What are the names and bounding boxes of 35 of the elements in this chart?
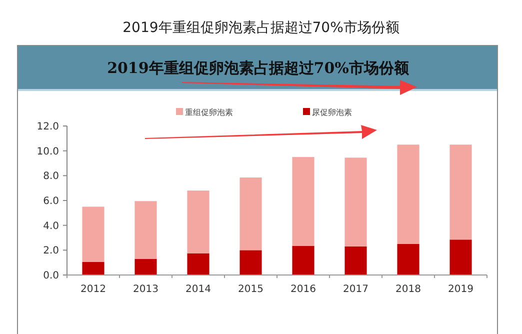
bar — [134, 201, 157, 259]
bar — [187, 190, 210, 254]
y-tick-label: 10.0 — [36, 146, 59, 158]
y-tick-label: 8.0 — [43, 171, 59, 182]
bar — [397, 144, 420, 244]
bar — [450, 144, 472, 240]
bar — [240, 250, 262, 275]
x-tick-label: 2017 — [343, 284, 368, 295]
x-tick-label: 2016 — [290, 284, 316, 295]
y-tick-label: 6.0 — [43, 196, 59, 207]
bar — [450, 240, 472, 275]
bar — [134, 258, 157, 275]
bar — [187, 253, 210, 275]
bar — [292, 157, 314, 246]
x-tick-label: 2019 — [448, 284, 474, 295]
y-tick-label: 4.0 — [43, 220, 59, 232]
bar — [82, 262, 104, 275]
y-tick-label: 0.0 — [43, 270, 59, 282]
chart-subtitle: 2019年重组促卵泡素占据超过70%市场份额 — [107, 59, 410, 77]
legend-label: 重组促卵泡素 — [185, 108, 233, 117]
x-tick-label: 2012 — [80, 284, 106, 295]
bar — [397, 244, 420, 275]
x-tick-label: 2018 — [396, 284, 421, 295]
y-tick-label: 2.0 — [43, 246, 59, 257]
y-tick-label: 12.0 — [36, 122, 59, 132]
bar — [292, 246, 314, 275]
x-tick-label: 2015 — [238, 284, 264, 295]
bar — [240, 178, 262, 250]
x-tick-label: 2013 — [133, 284, 158, 295]
bar — [344, 246, 367, 275]
chart-title: 2019年重组促卵泡素占据超过70%市场份额 — [122, 20, 400, 36]
legend-label: 尿促卵泡素 — [312, 108, 352, 117]
bar — [82, 206, 104, 262]
x-tick-label: 2014 — [186, 284, 211, 295]
bar — [344, 158, 367, 246]
